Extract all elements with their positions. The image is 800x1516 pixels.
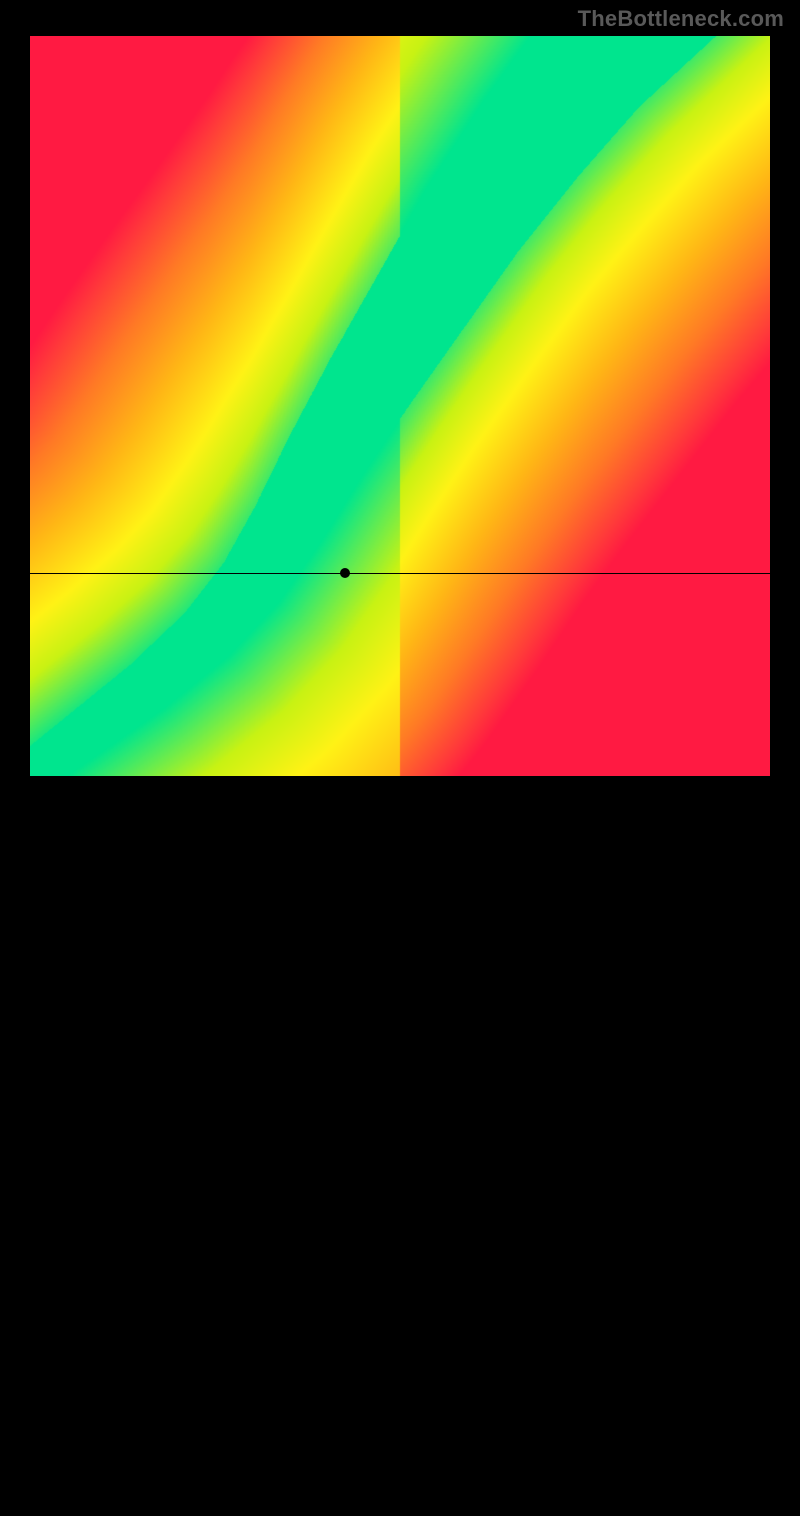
heatmap-canvas	[30, 36, 770, 776]
crosshair-vertical	[345, 776, 346, 1516]
crosshair-marker	[340, 568, 350, 578]
watermark-text: TheBottleneck.com	[578, 6, 784, 32]
crosshair-horizontal	[30, 573, 770, 574]
heatmap-plot	[30, 36, 770, 776]
